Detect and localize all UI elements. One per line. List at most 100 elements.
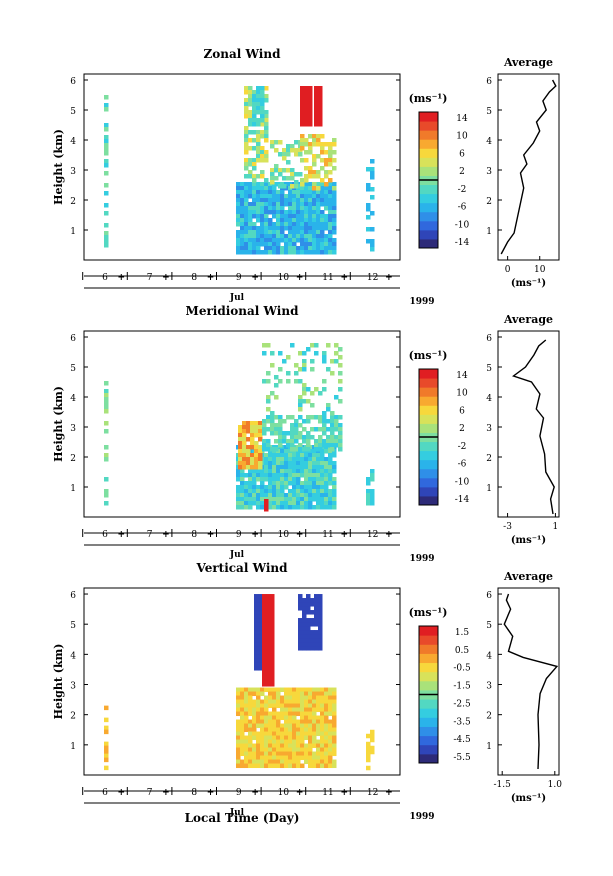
- cell: [288, 190, 293, 195]
- cell: [262, 654, 267, 659]
- cell: [252, 174, 257, 179]
- cell: [260, 755, 265, 761]
- cell: [244, 234, 249, 239]
- cell: [338, 415, 343, 420]
- cell: [254, 425, 259, 430]
- cell: [308, 731, 313, 737]
- cell: [288, 755, 293, 761]
- cell: [330, 447, 335, 452]
- cell: [288, 238, 293, 243]
- cell: [262, 427, 267, 432]
- cell: [280, 723, 285, 729]
- y-tick-label: 3: [70, 167, 76, 177]
- cell: [332, 727, 337, 733]
- colorbar-swatch: [419, 671, 438, 682]
- cell: [312, 755, 317, 761]
- cell: [288, 469, 293, 474]
- cell: [240, 198, 245, 203]
- cell: [296, 501, 301, 506]
- cell: [280, 469, 285, 474]
- cell: [318, 610, 323, 615]
- cell: [264, 485, 269, 490]
- cell: [370, 477, 375, 482]
- cell: [280, 473, 285, 478]
- cell: [308, 747, 313, 753]
- cell: [248, 493, 253, 498]
- cell: [270, 650, 275, 655]
- cell: [284, 473, 289, 478]
- cell: [304, 198, 309, 203]
- cell: [262, 606, 267, 611]
- cell: [304, 122, 309, 127]
- cell: [294, 184, 299, 189]
- cell: [264, 234, 269, 239]
- cell: [244, 138, 249, 143]
- cell: [264, 707, 269, 713]
- cell: [324, 763, 329, 769]
- cell: [258, 461, 263, 466]
- cell: [324, 743, 329, 749]
- cell: [318, 114, 323, 119]
- cell: [248, 94, 253, 99]
- cell: [242, 465, 247, 470]
- cell: [330, 411, 335, 416]
- cell: [272, 477, 277, 482]
- cell: [256, 473, 261, 478]
- cell: [304, 719, 309, 725]
- cell: [326, 427, 331, 432]
- cell: [308, 150, 313, 155]
- cell: [316, 755, 321, 761]
- cell: [256, 146, 261, 151]
- cell: [296, 477, 301, 482]
- cell: [248, 238, 253, 243]
- cell: [290, 435, 295, 440]
- cell: [256, 134, 261, 139]
- cell: [322, 411, 327, 416]
- avg-y-tick-label: 6: [486, 334, 492, 344]
- cell: [256, 719, 261, 725]
- cell: [318, 626, 323, 631]
- cell: [302, 427, 307, 432]
- cell: [334, 443, 339, 448]
- cell: [280, 759, 285, 765]
- cell: [324, 182, 329, 187]
- cell: [296, 473, 301, 478]
- cell: [328, 154, 333, 159]
- cell: [268, 703, 273, 709]
- cell: [260, 763, 265, 769]
- cell: [270, 391, 275, 396]
- cell: [316, 170, 321, 175]
- cell: [324, 194, 329, 199]
- cell: [320, 218, 325, 223]
- cell: [104, 223, 109, 228]
- cell: [308, 242, 313, 247]
- noon-marker: +: [385, 273, 393, 283]
- cell: [256, 234, 261, 239]
- cell: [304, 731, 309, 737]
- cell: [322, 355, 327, 360]
- cell: [260, 230, 265, 235]
- cell: [238, 441, 243, 446]
- cell: [332, 489, 337, 494]
- year-label: 1999: [409, 554, 434, 564]
- cell: [284, 198, 289, 203]
- cell: [266, 682, 271, 687]
- cell: [284, 687, 289, 693]
- cell: [280, 501, 285, 506]
- cell: [248, 234, 253, 239]
- cell: [252, 719, 257, 725]
- noon-marker: +: [162, 788, 170, 798]
- cell: [276, 465, 281, 470]
- cell: [256, 699, 261, 705]
- cell: [316, 759, 321, 765]
- cell: [252, 110, 257, 115]
- cell: [306, 447, 311, 452]
- cell: [328, 222, 333, 227]
- cell: [262, 343, 267, 348]
- colorbar-swatch: [419, 735, 438, 746]
- cell: [328, 727, 333, 733]
- cell: [246, 457, 251, 462]
- cell: [236, 194, 241, 199]
- cell: [258, 465, 263, 470]
- cell: [274, 383, 279, 388]
